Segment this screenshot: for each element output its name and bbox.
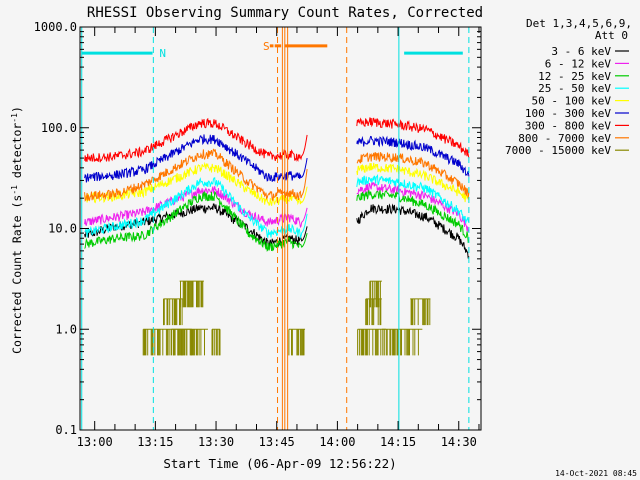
footer-timestamp: 14-Oct-2021 08:45 xyxy=(555,469,637,478)
y-tick-label-2: 10.0 xyxy=(48,222,77,236)
axis-layer: 1000.0 100.0 10.0 1.0 0.113:00 13:15 13:30 13:4… xyxy=(34,20,482,449)
legend-label-5: 100 - 300 keV xyxy=(525,107,611,120)
x-axis-label: Start Time (06-Apr-09 12:56:22) xyxy=(163,456,396,471)
series-line-6-seg-1 xyxy=(356,117,470,159)
series-line-5-seg-0 xyxy=(84,134,308,183)
legend-label-2: 12 - 25 keV xyxy=(538,70,611,83)
legend-label-0: 3 - 6 keV xyxy=(551,45,611,58)
x-tick-label-5: 14:15 xyxy=(380,435,416,449)
legend-label-1: 6 - 12 keV xyxy=(545,57,612,70)
series-line-2-seg-1 xyxy=(356,189,470,244)
legend-label-6: 300 - 800 keV xyxy=(525,119,611,132)
legend-label-3: 25 - 50 keV xyxy=(538,82,611,95)
series-line-4-seg-0 xyxy=(84,161,308,206)
x-tick-label-2: 13:30 xyxy=(198,435,234,449)
series-line-7-seg-1 xyxy=(356,152,470,199)
x-tick-label-1: 13:15 xyxy=(137,435,173,449)
data-layer xyxy=(84,117,470,356)
y-tick-label-1: 100.0 xyxy=(41,121,77,135)
series-line-3-seg-1 xyxy=(356,174,470,224)
y-tick-label-4: 0.1 xyxy=(55,423,77,437)
legend-label-4: 50 - 100 keV xyxy=(532,95,612,108)
legend-header-1: Det 1,3,4,5,6,9, xyxy=(526,17,632,30)
legend-label-7: 800 - 7000 keV xyxy=(518,132,611,145)
saa-label: S xyxy=(263,40,270,53)
chart-title: RHESSI Observing Summary Count Rates, Co… xyxy=(87,5,483,21)
series-line-6-seg-0 xyxy=(84,117,308,163)
series-line-4-seg-1 xyxy=(356,162,470,203)
y-tick-label-3: 1.0 xyxy=(55,322,77,336)
night-label: N xyxy=(159,47,166,60)
y-axis-label-sup2: -1 xyxy=(10,113,19,123)
x-tick-label-3: 13:45 xyxy=(259,435,295,449)
series-line-5-seg-1 xyxy=(356,135,470,177)
series-line-1-seg-0 xyxy=(84,186,308,229)
series-line-7-seg-0 xyxy=(84,148,308,202)
x-tick-label-4: 14:00 xyxy=(319,435,355,449)
legend-label-8: 7000 - 15000 keV xyxy=(505,144,611,157)
y-tick-label-0: 1000.0 xyxy=(34,20,77,34)
series-line-0-seg-1 xyxy=(356,203,470,259)
y-axis-label-main: Corrected Count Rate (s xyxy=(10,195,24,354)
series-line-3-seg-0 xyxy=(84,177,308,240)
y-axis-label: Corrected Count Rate (s-1 detector-1) xyxy=(10,106,24,354)
legend-header-2: Att 0 xyxy=(595,29,628,42)
y-axis-label-sup1: -1 xyxy=(10,185,19,195)
series-line-2-seg-0 xyxy=(84,190,308,252)
y-axis-label-end: ) xyxy=(10,106,24,113)
y-axis-label-mid: detector xyxy=(10,123,24,185)
x-tick-label-6: 14:30 xyxy=(441,435,477,449)
x-tick-label-0: 13:00 xyxy=(77,435,113,449)
